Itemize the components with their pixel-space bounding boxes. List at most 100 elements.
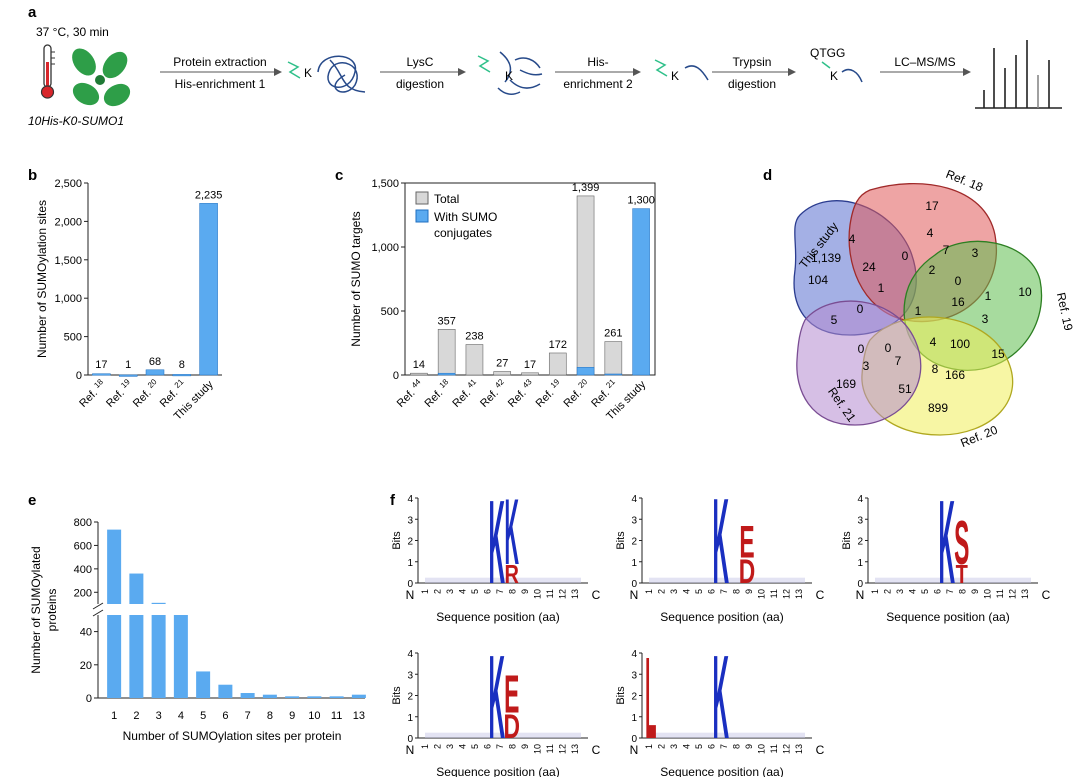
protein-3-icon	[654, 59, 709, 81]
b-ytick-label: 1,000	[54, 293, 82, 305]
venn-count: 4	[930, 335, 937, 349]
venn-count: 0	[857, 302, 864, 316]
logo-xtick-label: 10	[983, 589, 993, 599]
logo-background-letters	[425, 732, 581, 738]
logo-ytick-label: 2	[407, 692, 413, 703]
venn-count: 100	[950, 337, 970, 351]
venn-count: 3	[972, 246, 979, 260]
logo-xtick-label: 12	[782, 589, 792, 599]
b-ylabel: Number of SUMOylation sites	[35, 200, 49, 358]
logo-n-label: N	[856, 588, 865, 602]
e-xtick-label: 10	[308, 710, 320, 722]
c-xtick-label: Ref. 20	[560, 377, 593, 410]
step1-bottom: His-enrichment 1	[175, 77, 266, 91]
logo-xtick-label: 9	[744, 589, 754, 594]
logo-xtick-label: 11	[545, 589, 555, 598]
c-legend-total-swatch	[415, 191, 429, 205]
venn-count: 1	[878, 281, 885, 295]
logo-xtick-label: 13	[570, 744, 580, 754]
logo-xtick-label: 1	[420, 744, 430, 749]
e-bar	[218, 684, 233, 698]
protein-2-icon	[477, 51, 543, 96]
logo-ytick-label: 1	[407, 713, 413, 724]
venn-label-ref19: Ref. 19	[1054, 291, 1076, 332]
logo-xtick-label: 6	[483, 589, 493, 594]
logo-xtick-label: 10	[757, 589, 767, 599]
b-xtick-label: Ref. 20	[129, 377, 162, 410]
logo-ytick-label: 3	[631, 670, 637, 681]
logo-xlabel: Sequence position (aa)	[660, 610, 783, 624]
e-bar	[307, 696, 322, 698]
step4-top: Trypsin	[733, 55, 772, 69]
logo-xtick-label: 2	[883, 589, 893, 594]
b-bar	[199, 203, 218, 376]
venn-count: 2	[929, 263, 936, 277]
e-xtick-label: 13	[353, 710, 365, 722]
logo-n-label: N	[630, 743, 639, 757]
c-bar-sumo	[437, 372, 456, 376]
logo-xtick-label: 2	[433, 744, 443, 749]
e-xtick-label: 5	[200, 710, 206, 722]
logo-ytick-label: 4	[407, 494, 413, 505]
c-bar-total	[548, 352, 567, 376]
b-bar	[145, 369, 165, 376]
logo-xtick-label: 4	[682, 589, 692, 594]
venn-count: 0	[885, 341, 892, 355]
c-bar-total	[576, 195, 595, 376]
logo-xtick-label: 3	[445, 589, 455, 594]
b-ytick-label: 500	[64, 332, 82, 344]
b-bar	[92, 373, 111, 376]
logo-xlabel: Sequence position (aa)	[436, 610, 559, 624]
logo-ytick-label: 3	[407, 670, 413, 681]
panel-b-label: b	[28, 167, 37, 184]
logo-ytick-label: 4	[407, 649, 413, 660]
logo-xtick-label: 13	[1020, 589, 1030, 599]
logo-background-letters	[425, 577, 581, 583]
logo-xtick-label: 10	[533, 744, 543, 754]
b-ytick-label: 2,500	[54, 178, 82, 190]
step2-bottom: digestion	[396, 77, 444, 91]
b-ytick-label: 0	[76, 370, 82, 382]
c-bar-total	[465, 344, 484, 376]
logo-xtick-label: 13	[794, 589, 804, 599]
logo-xtick-label: 4	[908, 589, 918, 594]
e-bar	[173, 615, 188, 698]
strain-text: 10His-K0-SUMO1	[28, 114, 124, 128]
e-bar-upper	[129, 573, 144, 604]
logo-xtick-label: 11	[769, 744, 779, 753]
panel-a-label: a	[28, 4, 37, 21]
logo-ytick-label: 1	[857, 558, 863, 569]
logo-letter-K: K	[938, 476, 955, 609]
logo-letter-E: E	[739, 517, 754, 568]
logo-xtick-label: 9	[970, 589, 980, 594]
venn-count: 24	[862, 260, 876, 274]
c-bar-sumo	[576, 367, 595, 376]
venn-count: 3	[863, 359, 870, 373]
k-label-1: K	[304, 66, 312, 80]
venn-count: 0	[955, 274, 962, 288]
logo-letter-K: K	[488, 631, 505, 764]
e-xtick-label: 2	[133, 710, 139, 722]
ms-spectrum-icon	[975, 40, 1062, 109]
logo-c-label: C	[592, 743, 601, 757]
logo-xtick-label: 9	[520, 744, 530, 749]
c-value-label: 1,399	[572, 182, 600, 194]
logo-xtick-label: 13	[794, 744, 804, 754]
logo-xtick-label: 11	[995, 589, 1005, 598]
logo-ytick-label: 2	[407, 537, 413, 548]
logo-ylabel: Bits	[615, 531, 627, 550]
protein-1-icon	[287, 55, 366, 93]
venn-count: 3	[982, 312, 989, 326]
e-bar	[285, 696, 300, 698]
logo-ytick-label: 4	[857, 494, 863, 505]
logo-xtick-label: 9	[520, 589, 530, 594]
qtgg-label: QTGG	[810, 46, 845, 60]
logo-xtick-label: 13	[570, 589, 580, 599]
c-xtick-label: Ref. 41	[449, 377, 482, 410]
logo-xtick-label: 5	[920, 589, 930, 594]
logo-xtick-label: 8	[508, 589, 518, 594]
e-xtick-label: 1	[111, 710, 117, 722]
